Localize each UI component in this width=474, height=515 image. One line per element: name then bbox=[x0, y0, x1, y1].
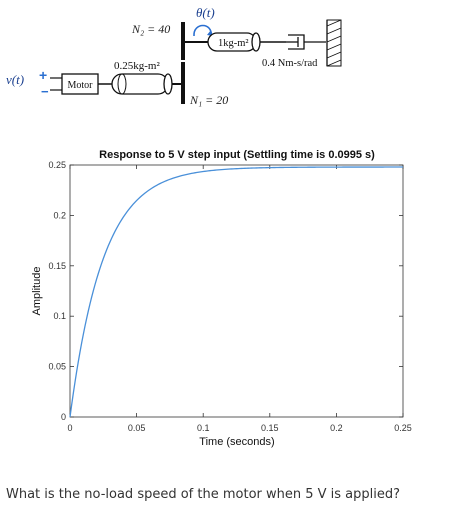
y-axis-label: Amplitude bbox=[31, 267, 43, 316]
x-tick-label: 0 bbox=[67, 423, 72, 433]
y-tick-label: 0.2 bbox=[53, 210, 66, 220]
load-inertia-label: 1kg-m² bbox=[218, 38, 249, 49]
x-tick-label: 0.2 bbox=[330, 423, 343, 433]
response-curve bbox=[69, 166, 403, 418]
y-tick-label: 0.1 bbox=[53, 311, 66, 321]
y-tick-label: 0 bbox=[61, 412, 66, 422]
damping-label: 0.4 Nm-s/rad bbox=[262, 58, 318, 69]
x-tick-label: 0.15 bbox=[261, 423, 279, 433]
x-tick-label: 0.05 bbox=[128, 423, 146, 433]
plus-sign: + bbox=[39, 67, 47, 83]
plot-area bbox=[69, 164, 404, 418]
minus-sign: − bbox=[41, 84, 49, 99]
wall-icon bbox=[326, 19, 342, 67]
y-tick-label: 0.05 bbox=[48, 362, 66, 372]
y-tick-label: 0.15 bbox=[48, 261, 66, 271]
step-response-chart: Response to 5 V step input (Settling tim… bbox=[31, 149, 412, 448]
damper-icon bbox=[286, 34, 326, 50]
motor-label: Motor bbox=[68, 80, 94, 91]
theta-label: θ(t) bbox=[196, 5, 215, 20]
load-inertia: 1kg-m² bbox=[207, 32, 261, 52]
motor-inertia-label: 0.25kg-m² bbox=[114, 60, 160, 72]
input-label: v(t) bbox=[6, 72, 24, 87]
mechanical-diagram: θ(t) N₂ = 40 1kg-m² bbox=[6, 5, 342, 107]
x-axis-label: Time (seconds) bbox=[199, 436, 274, 448]
motor-inertia bbox=[111, 73, 173, 95]
question-text: What is the no-load speed of the motor w… bbox=[6, 487, 401, 502]
y-tick-labels: 0 0.05 0.1 0.15 0.2 0.25 bbox=[48, 160, 66, 422]
n1-label: N₁ = 20 bbox=[189, 93, 228, 107]
x-tick-labels: 0 0.05 0.1 0.15 0.2 0.25 bbox=[67, 423, 411, 433]
y-tick-label: 0.25 bbox=[48, 160, 66, 170]
x-tick-label: 0.1 bbox=[197, 423, 210, 433]
n2-label: N₂ = 40 bbox=[131, 22, 170, 36]
chart-title: Response to 5 V step input (Settling tim… bbox=[99, 149, 375, 161]
x-tick-label: 0.25 bbox=[394, 423, 412, 433]
